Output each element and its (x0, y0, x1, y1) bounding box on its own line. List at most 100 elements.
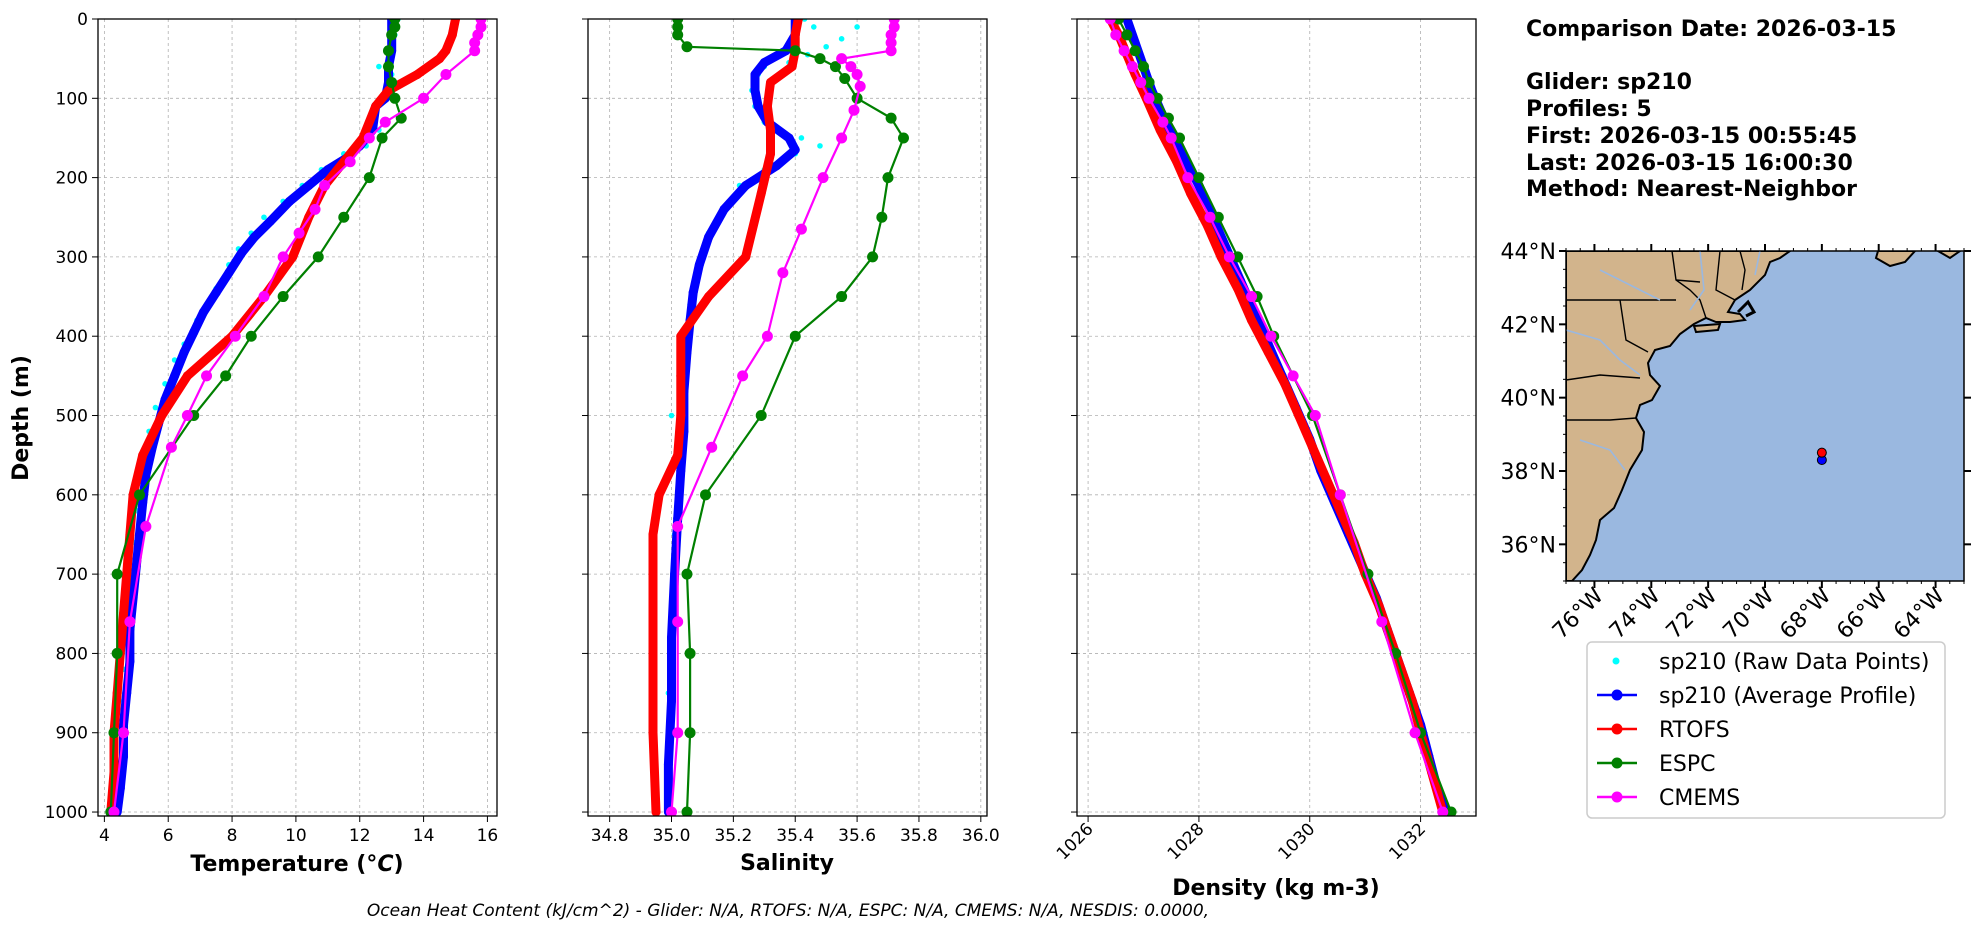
x-tick-label: 35.6 (838, 826, 876, 846)
y-tick-label: 200 (56, 169, 88, 189)
data-point (704, 292, 714, 302)
data-point (249, 232, 259, 242)
footer-ohc: Ocean Heat Content (kJ/cm^2) - Glider: N… (367, 901, 1209, 921)
series-markers-rtofs (648, 19, 803, 816)
data-point (265, 216, 275, 226)
lon-label: 76°W (1548, 583, 1609, 644)
data-point (719, 204, 729, 214)
data-point (1204, 211, 1216, 223)
data-point (224, 268, 234, 278)
data-point (182, 371, 192, 381)
data-point (344, 156, 356, 168)
data-point (667, 696, 677, 706)
map-nova-scotia (1874, 251, 1917, 268)
map-markers (1816, 447, 1827, 465)
data-point (157, 411, 167, 421)
data-point (648, 728, 658, 738)
data-point (876, 211, 888, 223)
data-point (672, 521, 684, 533)
series-line-rtofs (106, 19, 460, 816)
data-point (1287, 370, 1299, 382)
y-tick-label: 400 (56, 327, 88, 347)
data-point (1174, 132, 1186, 144)
data-point (451, 19, 461, 24)
data-point (277, 291, 289, 303)
plot-area (105, 19, 487, 816)
data-point (762, 101, 772, 111)
data-point (124, 616, 136, 628)
data-point (663, 759, 673, 769)
y-tick-label: 900 (56, 724, 88, 744)
data-point (885, 45, 897, 57)
data-point (681, 568, 693, 580)
x-tick-label: 4 (99, 826, 110, 846)
data-point (817, 172, 829, 184)
data-point (140, 521, 152, 533)
series-markers-espc (672, 19, 909, 816)
data-point (867, 251, 879, 263)
data-point (681, 41, 693, 53)
data-point (382, 45, 394, 57)
data-point (759, 58, 769, 68)
data-point (312, 251, 324, 263)
raw-data-point (261, 214, 267, 221)
data-point (854, 80, 866, 92)
plot-area (648, 19, 909, 816)
data-point (108, 806, 120, 816)
data-point (700, 489, 712, 501)
y-tick-label: 300 (56, 248, 88, 268)
data-point (706, 441, 718, 453)
map-island (1692, 322, 1722, 334)
data-point (1212, 211, 1224, 223)
data-point (1280, 379, 1290, 389)
data-point (688, 288, 698, 298)
data-point (1334, 489, 1346, 501)
data-point (112, 688, 122, 698)
x-axis-label-density: Density (kg m-3) (1172, 876, 1380, 901)
data-point (814, 53, 826, 65)
data-point (829, 61, 841, 73)
data-point (363, 172, 375, 184)
data-point (741, 181, 751, 191)
data-point (138, 450, 148, 460)
x-axis-label-temperature: Temperature (°C) (190, 852, 403, 877)
raw-data-point (798, 135, 805, 141)
lat-label: 44°N (1501, 240, 1556, 265)
data-point (383, 85, 393, 95)
data-point (1321, 474, 1331, 484)
lat-label: 38°N (1501, 460, 1556, 485)
map-nova-scotia-2 (1936, 251, 1962, 260)
data-point (201, 370, 213, 382)
data-point (1246, 291, 1258, 303)
legend-label: CMEMS (1659, 786, 1740, 811)
data-point (1129, 45, 1141, 57)
data-point (1118, 45, 1130, 57)
data-point (845, 61, 857, 73)
data-point (1233, 284, 1243, 294)
data-point (1155, 125, 1165, 135)
data-point (848, 104, 860, 116)
data-point (386, 29, 398, 41)
legend-entry-espc: ESPC (1597, 752, 1716, 777)
data-point (1294, 411, 1304, 421)
info-profiles: Profiles: 5 (1526, 97, 1652, 122)
map-borders (1566, 251, 1746, 421)
data-point (753, 101, 763, 111)
data-point (885, 29, 897, 41)
y-tick-label: 700 (56, 565, 88, 585)
data-point (319, 180, 331, 192)
data-point (789, 45, 801, 57)
data-point (1126, 61, 1138, 73)
data-point (1265, 330, 1277, 342)
legend: sp210 (Raw Data Points) sp210 (Average Pr… (1586, 641, 1946, 819)
data-point (108, 727, 120, 739)
data-point (447, 30, 457, 40)
data-point (1172, 157, 1182, 167)
data-point (189, 327, 199, 337)
data-point (1151, 92, 1163, 104)
x-tick-label: 35.4 (776, 826, 814, 846)
data-point (1335, 506, 1345, 516)
data-point (412, 70, 422, 80)
series-markers-cmems (1104, 19, 1449, 816)
data-point (1157, 116, 1169, 128)
